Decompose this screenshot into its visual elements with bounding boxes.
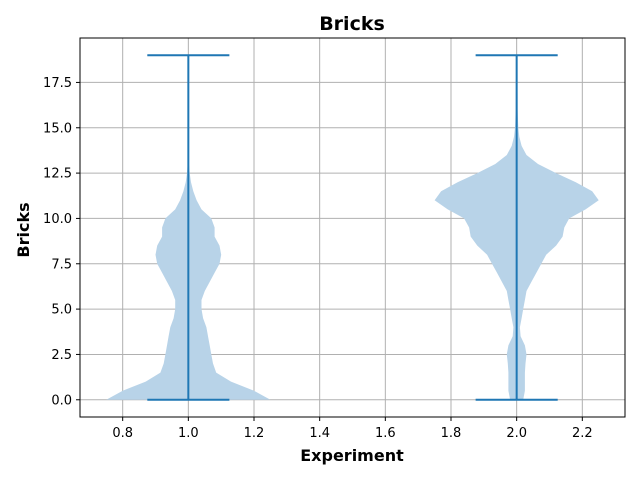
y-tick-label: 12.5 bbox=[43, 167, 72, 182]
x-tick-label: 2.0 bbox=[506, 426, 527, 441]
x-tick-label: 1.6 bbox=[375, 426, 396, 441]
y-tick-label: 10.0 bbox=[43, 212, 72, 227]
plot-frame bbox=[79, 37, 626, 418]
y-tick-label: 0.0 bbox=[51, 393, 72, 408]
y-tick-label: 5.0 bbox=[51, 303, 72, 318]
y-tick-label: 7.5 bbox=[51, 257, 72, 272]
y-tick-label: 15.0 bbox=[43, 121, 72, 136]
x-tick-label: 1.0 bbox=[178, 426, 199, 441]
x-tick-label: 0.8 bbox=[112, 426, 133, 441]
violins bbox=[106, 54, 599, 401]
x-axis: 0.8 1.0 1.2 1.4 1.6 1.8 2.0 2.2 bbox=[112, 417, 593, 441]
y-axis: 0.0 2.5 5.0 7.5 10.0 12.5 15.0 17.5 bbox=[43, 76, 80, 408]
x-tick-label: 2.2 bbox=[572, 426, 593, 441]
y-axis-title: Bricks bbox=[14, 202, 33, 257]
y-tick-label: 17.5 bbox=[43, 76, 72, 91]
x-tick-label: 1.8 bbox=[441, 426, 462, 441]
x-tick-label: 1.2 bbox=[244, 426, 265, 441]
y-tick-label: 2.5 bbox=[51, 348, 72, 363]
chart-title: Bricks bbox=[319, 13, 385, 35]
x-axis-title: Experiment bbox=[300, 446, 404, 465]
x-tick-label: 1.4 bbox=[309, 426, 330, 441]
